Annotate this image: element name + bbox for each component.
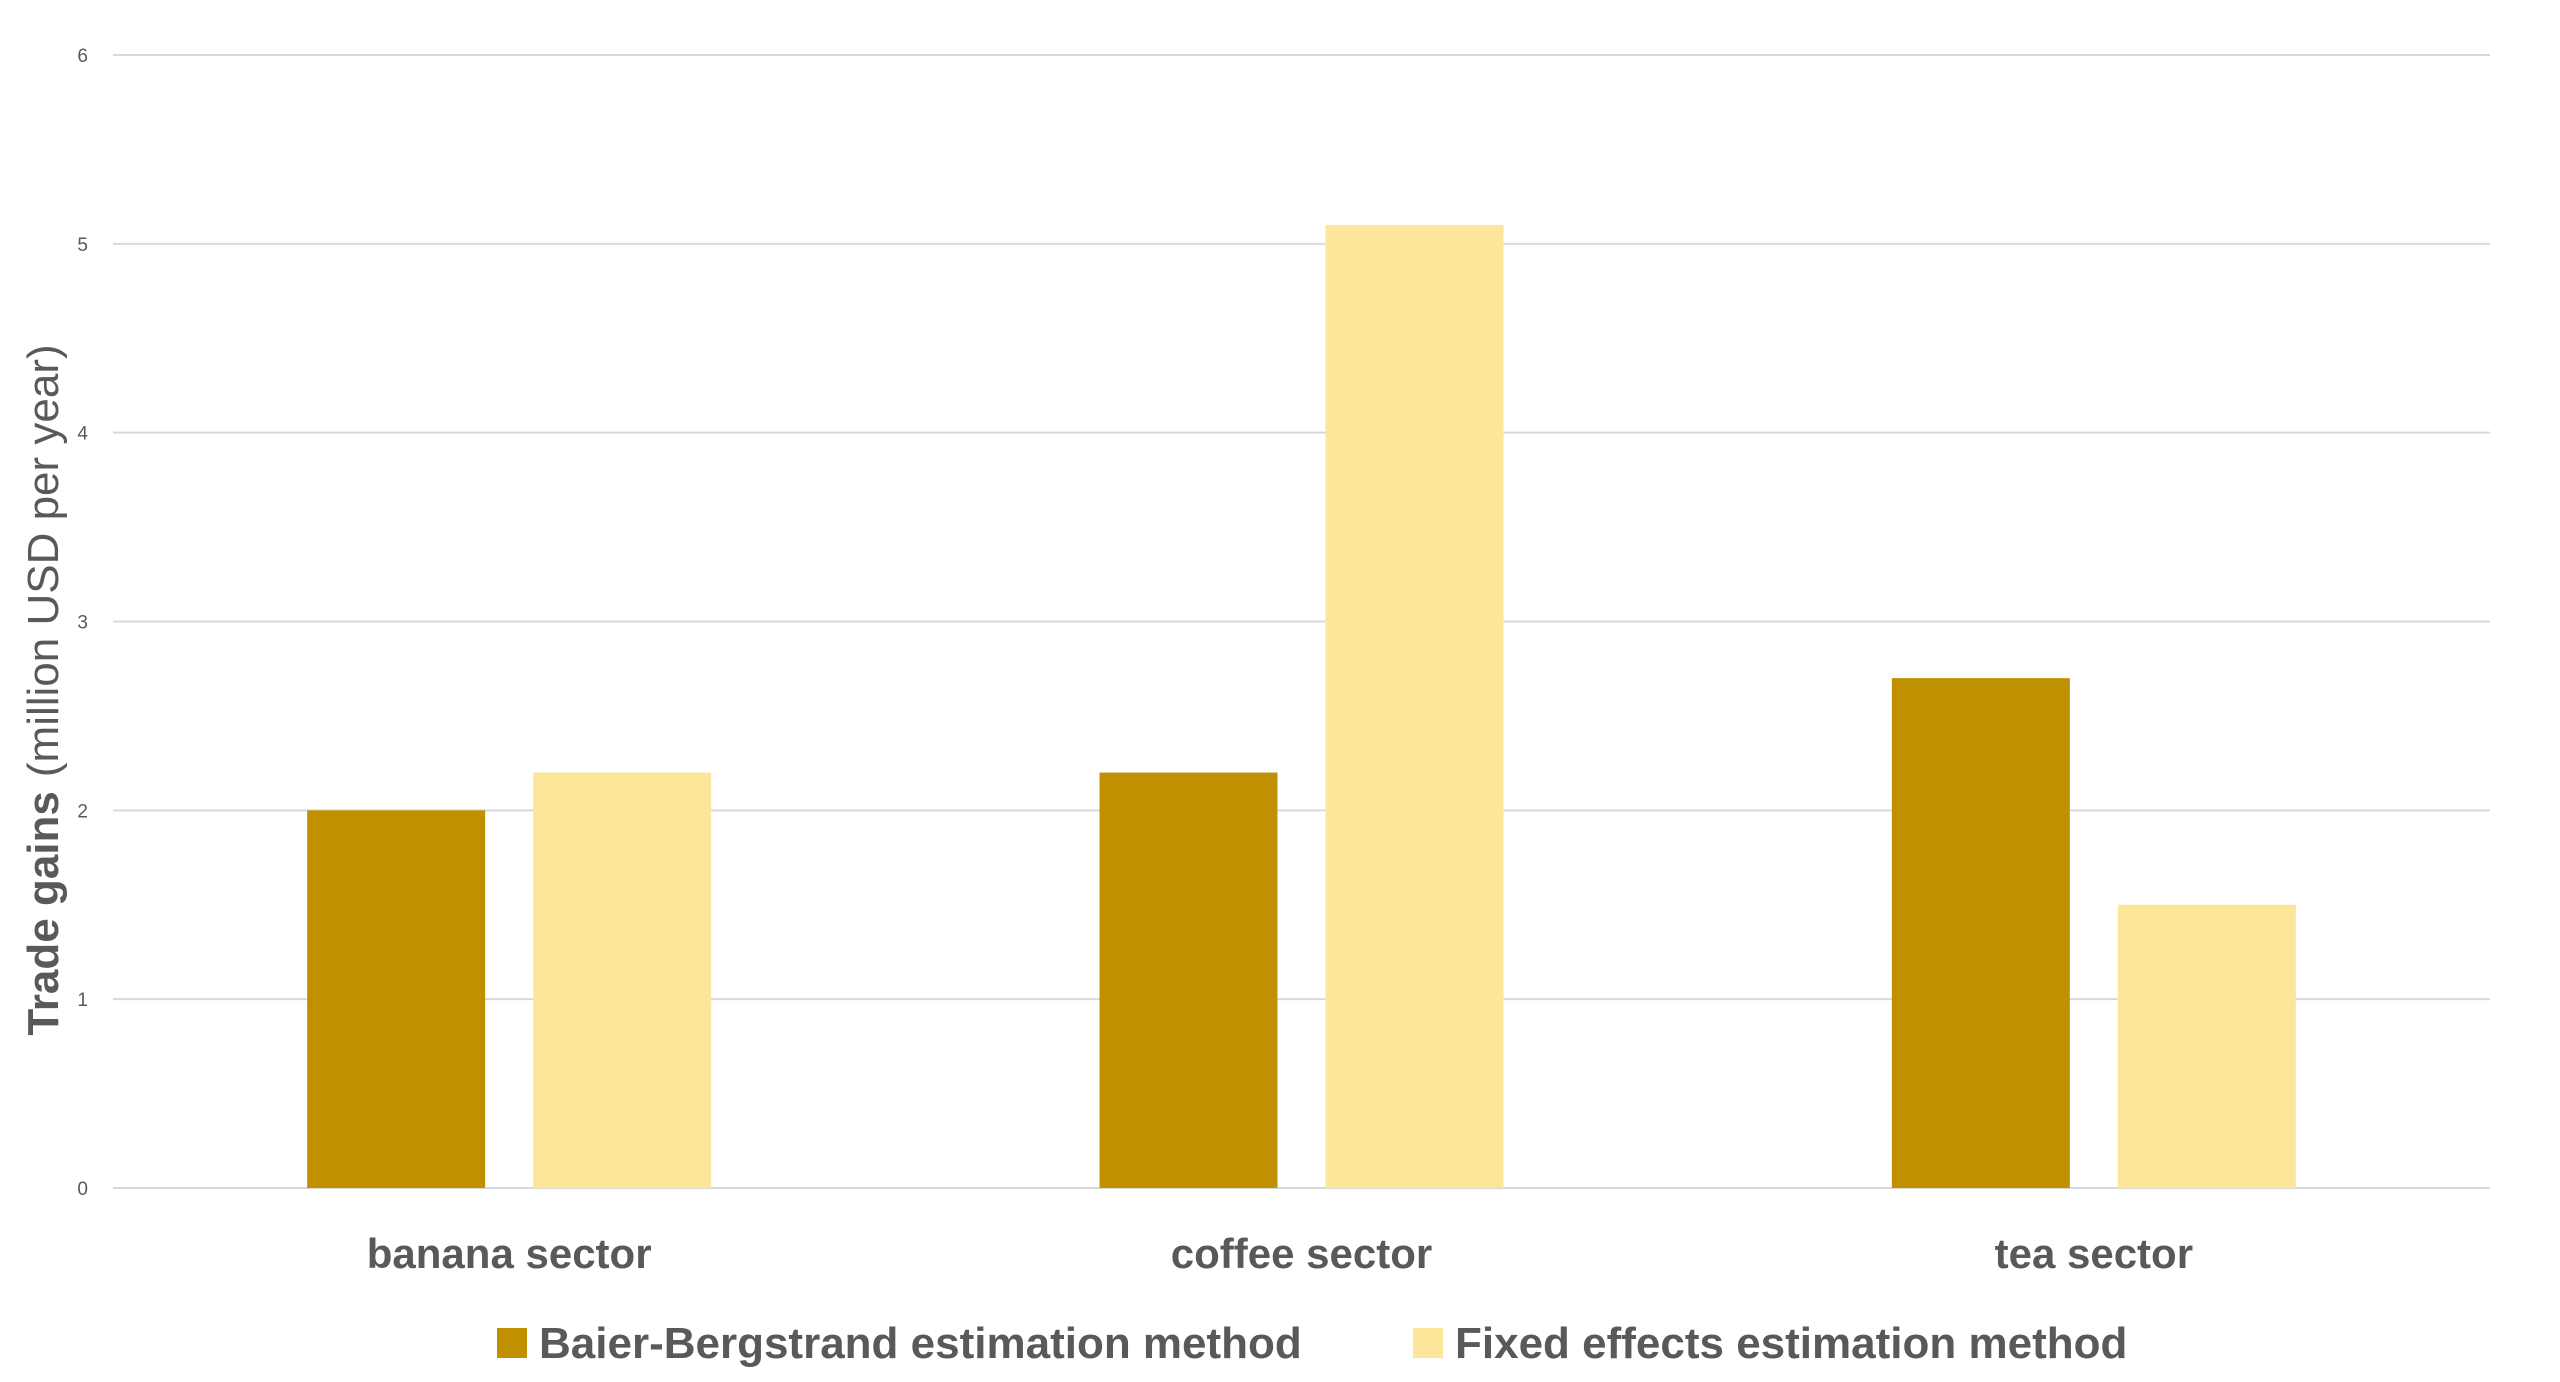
y-axis-ticks: 0 1 2 3 4 5 6	[77, 46, 88, 1200]
y-tick-label: 1	[77, 990, 88, 1011]
y-axis-title: Trade gains (million USD per year)	[19, 344, 68, 1035]
bar	[2117, 904, 2296, 1188]
legend: Baier-Bergstrand estimation method Fixed …	[497, 1319, 2127, 1368]
y-tick-label: 3	[77, 613, 88, 634]
y-tick-label: 4	[77, 424, 88, 445]
x-category-label: tea sector	[1995, 1230, 2193, 1277]
legend-swatch	[1413, 1328, 1443, 1358]
legend-label: Baier-Bergstrand estimation method	[539, 1319, 1302, 1368]
x-category-label: banana sector	[367, 1230, 652, 1277]
y-tick-label: 0	[77, 1179, 88, 1200]
y-axis-title-unit: (million USD per year)	[19, 344, 68, 777]
y-tick-label: 5	[77, 235, 88, 256]
bar	[307, 810, 486, 1188]
y-axis-title-main: Trade gains	[19, 791, 68, 1036]
bars	[307, 224, 2296, 1188]
y-tick-label: 2	[77, 801, 88, 822]
bar	[1099, 772, 1278, 1188]
legend-label: Fixed effects estimation method	[1455, 1319, 2127, 1368]
x-axis-categories: banana sector coffee sector tea sector	[367, 1230, 2193, 1277]
y-tick-label: 6	[77, 46, 88, 67]
gridlines	[113, 54, 2490, 1189]
x-category-label: coffee sector	[1171, 1230, 1432, 1277]
bar	[1325, 224, 1504, 1188]
bar	[1891, 678, 2070, 1188]
bar	[533, 772, 712, 1188]
legend-swatch	[497, 1328, 527, 1358]
